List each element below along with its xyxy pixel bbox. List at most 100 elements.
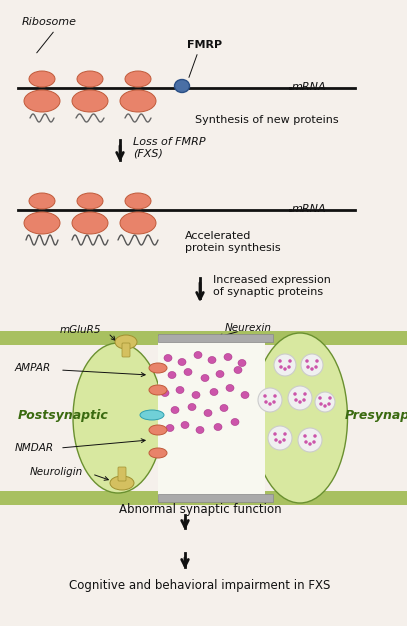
Ellipse shape [274,438,278,442]
Ellipse shape [328,396,332,400]
Ellipse shape [181,421,189,429]
FancyBboxPatch shape [158,336,265,500]
Ellipse shape [263,394,267,398]
Ellipse shape [24,212,60,234]
Text: AMPAR: AMPAR [15,363,51,373]
Text: mGluR5: mGluR5 [60,325,101,335]
Text: Postsynaptic: Postsynaptic [18,409,109,421]
Ellipse shape [298,400,302,404]
Ellipse shape [319,403,323,406]
Ellipse shape [312,440,316,444]
Text: Cognitive and behavioral impairment in FXS: Cognitive and behavioral impairment in F… [69,578,330,592]
Ellipse shape [110,476,134,490]
Ellipse shape [258,388,282,412]
Ellipse shape [166,424,174,431]
Text: Presynaptic: Presynaptic [345,409,407,421]
Ellipse shape [161,389,169,396]
Ellipse shape [308,442,312,446]
Ellipse shape [268,403,272,406]
Ellipse shape [220,404,228,411]
Ellipse shape [149,425,167,435]
Ellipse shape [298,428,322,452]
Ellipse shape [216,371,224,377]
Ellipse shape [188,404,196,411]
Ellipse shape [283,432,287,436]
Ellipse shape [210,389,218,396]
Ellipse shape [283,367,287,371]
Ellipse shape [149,448,167,458]
Ellipse shape [278,359,282,362]
FancyBboxPatch shape [118,467,126,481]
Ellipse shape [149,363,167,373]
Text: Ribosome: Ribosome [22,17,77,27]
Ellipse shape [273,432,277,436]
Ellipse shape [323,404,327,408]
Ellipse shape [278,440,282,444]
Ellipse shape [268,426,292,450]
Ellipse shape [287,365,291,369]
Ellipse shape [303,434,307,438]
Ellipse shape [184,369,192,376]
Ellipse shape [77,193,103,209]
Ellipse shape [192,391,200,399]
Ellipse shape [314,365,318,369]
Ellipse shape [327,403,331,406]
FancyBboxPatch shape [0,491,407,505]
Ellipse shape [214,424,222,431]
Ellipse shape [279,365,283,369]
FancyBboxPatch shape [0,331,407,345]
Ellipse shape [318,396,322,400]
Ellipse shape [305,359,309,362]
Ellipse shape [72,212,108,234]
Ellipse shape [273,394,277,398]
Text: Accelerated
protein synthesis: Accelerated protein synthesis [185,231,280,253]
FancyBboxPatch shape [158,334,273,342]
Ellipse shape [196,426,204,433]
Ellipse shape [301,354,323,376]
Ellipse shape [24,90,60,112]
Ellipse shape [226,384,234,391]
Ellipse shape [306,365,310,369]
Text: FMRP: FMRP [187,40,222,50]
Text: mRNA: mRNA [292,204,327,214]
Ellipse shape [294,398,298,402]
Ellipse shape [310,367,314,371]
Ellipse shape [125,193,151,209]
Ellipse shape [234,366,242,374]
Ellipse shape [201,374,209,381]
Ellipse shape [293,393,297,396]
Ellipse shape [252,333,348,503]
Ellipse shape [264,400,268,404]
Ellipse shape [178,359,186,366]
FancyBboxPatch shape [122,343,130,357]
Ellipse shape [238,359,246,366]
Ellipse shape [303,393,307,396]
Ellipse shape [231,419,239,426]
Ellipse shape [208,356,216,364]
Ellipse shape [120,90,156,112]
Ellipse shape [149,385,167,395]
Text: Neuroligin: Neuroligin [30,467,83,477]
Text: mRNA: mRNA [292,82,327,92]
Ellipse shape [164,354,172,361]
Ellipse shape [315,392,335,412]
Ellipse shape [176,386,184,394]
Text: Neurexin: Neurexin [225,323,272,333]
Ellipse shape [288,359,292,362]
Ellipse shape [140,410,164,420]
Ellipse shape [72,90,108,112]
Ellipse shape [282,438,286,442]
Text: Loss of FMRP
(FXS): Loss of FMRP (FXS) [133,137,206,159]
Ellipse shape [73,343,163,493]
Ellipse shape [29,193,55,209]
Text: NMDAR: NMDAR [15,443,54,453]
Ellipse shape [168,371,176,379]
Ellipse shape [315,359,319,362]
Ellipse shape [204,409,212,416]
Ellipse shape [304,440,308,444]
Text: Abnormal synaptic function: Abnormal synaptic function [119,503,281,515]
Ellipse shape [175,80,190,93]
Text: Synthesis of new proteins: Synthesis of new proteins [195,115,339,125]
Ellipse shape [288,386,312,410]
Ellipse shape [313,434,317,438]
